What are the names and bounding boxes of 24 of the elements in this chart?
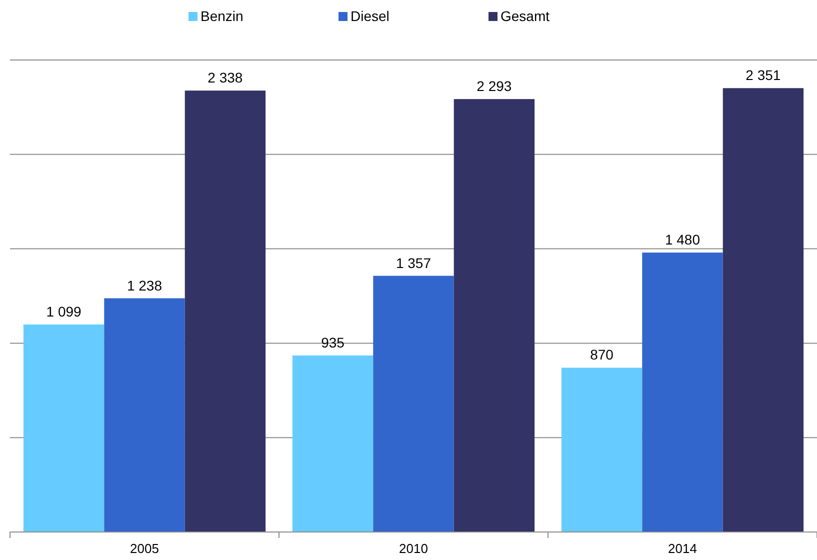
bar bbox=[561, 368, 642, 532]
data-label: 1 238 bbox=[126, 277, 162, 294]
x-tick-label: 2005 bbox=[130, 541, 159, 556]
legend-label: Gesamt bbox=[500, 8, 550, 24]
data-label: 870 bbox=[590, 346, 614, 363]
data-label: 935 bbox=[321, 334, 345, 350]
bar bbox=[722, 88, 804, 532]
bar bbox=[184, 90, 266, 532]
x-tick-label: 2010 bbox=[399, 541, 428, 556]
bar bbox=[104, 298, 185, 532]
bar bbox=[373, 276, 454, 532]
data-label: 2 338 bbox=[208, 70, 243, 86]
bar bbox=[23, 324, 104, 532]
data-label: 1 357 bbox=[396, 254, 432, 271]
bar bbox=[292, 355, 374, 532]
data-label: 1 099 bbox=[46, 304, 82, 320]
legend-label: Benzin bbox=[200, 8, 244, 24]
bar bbox=[642, 252, 723, 532]
bar bbox=[454, 99, 535, 532]
data-label: 2 293 bbox=[476, 78, 512, 94]
data-label: 2 351 bbox=[746, 67, 781, 84]
legend-label: Diesel bbox=[350, 8, 390, 24]
data-label: 1 480 bbox=[664, 232, 700, 248]
x-tick-label: 2014 bbox=[668, 541, 697, 556]
